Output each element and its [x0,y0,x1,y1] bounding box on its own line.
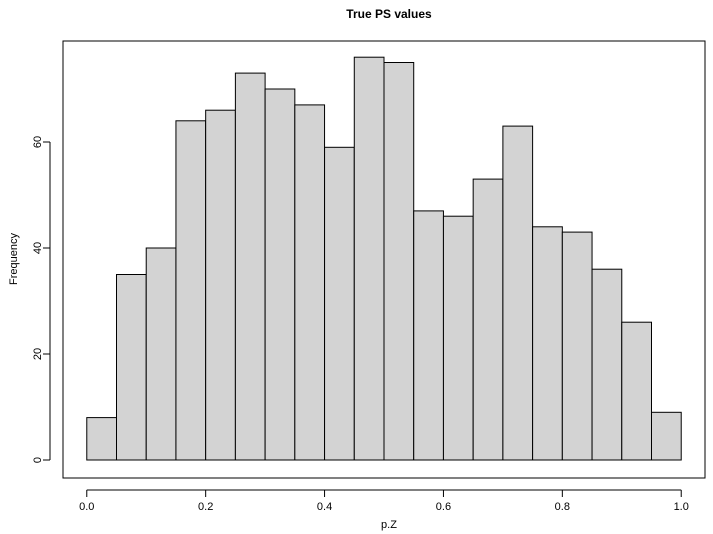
plot-frame [62,40,706,479]
histogram-bar [234,72,266,461]
histogram-bar [502,125,534,461]
x-tick-label: 0.8 [555,501,570,513]
y-tick-label: 40 [32,242,44,254]
histogram-bar [353,56,385,461]
x-axis-label: p.Z [381,519,397,531]
x-tick-label: 0.4 [317,501,332,513]
histogram-bar [205,109,236,461]
histogram-bar [264,88,296,461]
histogram-bar [651,411,682,461]
histogram-bar [383,62,415,461]
y-axis: 0 20 40 60 [32,136,51,463]
histogram-bar [175,120,207,461]
histogram-bar [145,247,177,461]
histogram-bar [294,104,326,461]
histogram-bar [532,226,563,461]
histogram-bar [86,417,117,461]
chart-title: True PS values [346,7,432,21]
y-tick-label: 0 [32,457,44,463]
y-tick-label: 60 [32,136,44,148]
histogram-bar [621,321,653,461]
x-tick-label: 0.6 [436,501,451,513]
histogram-bar [442,215,474,461]
y-axis-label: Frequency [8,233,20,285]
histogram-bar [324,146,355,461]
histogram-bar [591,268,623,461]
histogram-bar [561,231,593,461]
y-tick-label: 20 [32,348,44,360]
bars-group [86,56,682,461]
histogram-bar [116,274,147,461]
x-tick-label: 0.0 [79,501,94,513]
x-axis: 0.0 0.2 0.4 0.6 0.8 1.0 [79,489,689,513]
histogram-bar [413,210,444,461]
x-tick-label: 0.2 [198,501,213,513]
histogram-bar [472,178,504,461]
x-tick-label: 1.0 [674,501,689,513]
